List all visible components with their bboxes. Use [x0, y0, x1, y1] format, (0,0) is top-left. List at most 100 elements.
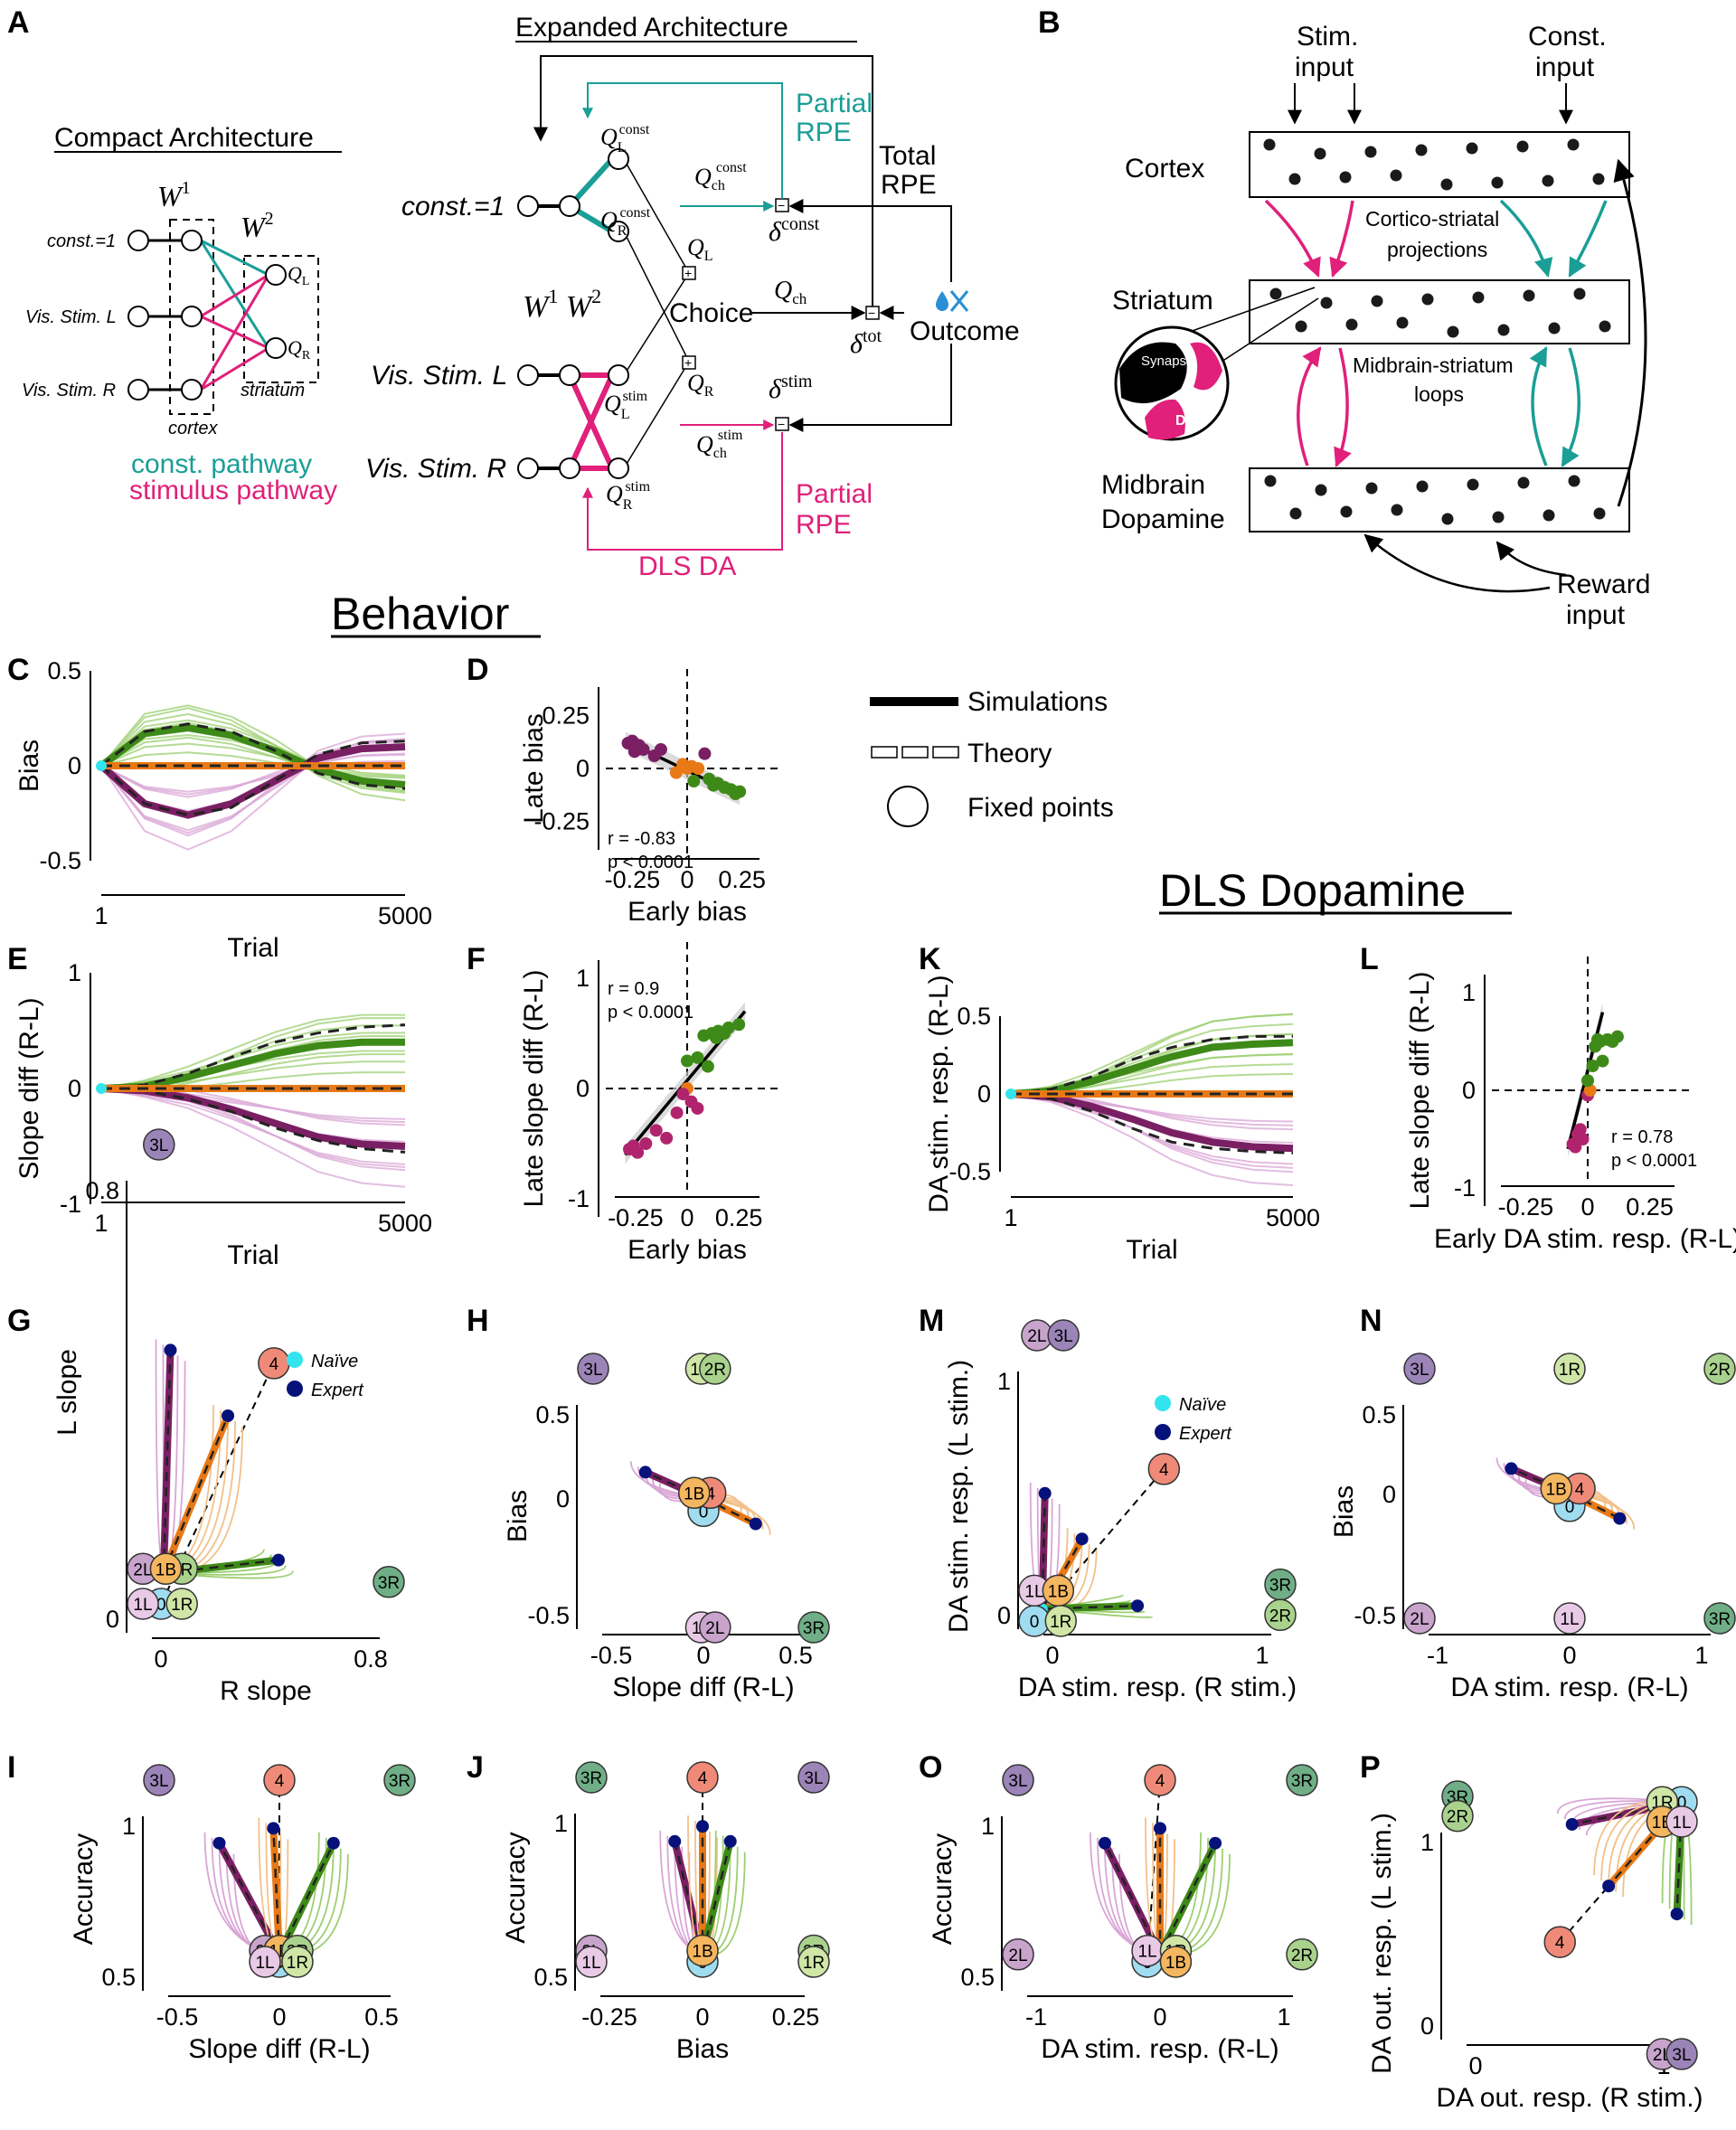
neuron-dot	[1391, 504, 1403, 516]
naive-point	[96, 1083, 107, 1094]
fixed-point-3l	[1403, 1352, 1436, 1385]
theory-line-green	[100, 722, 406, 790]
fixed-point-label: 3L	[1410, 1361, 1429, 1380]
neuron-dot	[1592, 173, 1605, 185]
fixed-point-3l	[577, 1352, 609, 1385]
fixed-point-3r	[1703, 1602, 1736, 1635]
corticostriatal-1: Cortico-striatal	[1365, 207, 1499, 231]
panel-c-chart: 0.5 0 -0.5 1 5000 Trial Bias	[14, 657, 432, 963]
fixed-point-3l	[1665, 2038, 1698, 2070]
y-tick-label: -1	[568, 1185, 590, 1212]
svg-text:H: H	[467, 1304, 489, 1338]
theory-trajectory	[1041, 1538, 1083, 1610]
data-point	[631, 1145, 645, 1159]
fixed-point-label: 2R	[1447, 1808, 1468, 1827]
delta-tot: δtot	[850, 326, 882, 359]
y-tick-label: 1	[1462, 979, 1476, 1006]
individual-line	[1010, 1093, 1294, 1186]
fixed-point-label: 1B	[1165, 1954, 1186, 1973]
fixed-point-label: 3L	[1008, 1772, 1027, 1791]
y-tick-label: 0	[556, 1485, 570, 1513]
expert-point	[164, 1343, 177, 1357]
y-tick-label: 0.5	[957, 1003, 991, 1030]
fixed-point-1b	[1159, 1946, 1193, 1978]
expert-point	[1602, 1880, 1616, 1893]
individual-line	[100, 738, 406, 851]
legend-const-pathway: const. pathway	[131, 449, 312, 479]
neuron-dot	[1288, 173, 1301, 185]
fixed-point-2r	[1441, 1799, 1474, 1833]
fixed-point-3l	[143, 1764, 175, 1796]
expert-point	[1154, 1822, 1166, 1835]
striatum-layer	[1249, 279, 1630, 344]
y-axis-label: Slope diff (R-L)	[14, 997, 44, 1179]
x-axis-label: DA out. resp. (R stim.)	[1436, 2083, 1703, 2113]
fixed-point-label: 1L	[1672, 1814, 1691, 1833]
data-point	[1573, 1123, 1587, 1136]
theory-trajectory	[272, 1828, 281, 1955]
x-tick-label: 0	[695, 2003, 709, 2031]
neuron-dot	[1415, 144, 1428, 156]
theory-line-green	[1010, 1034, 1293, 1096]
correlation-p: p < 0.0001	[608, 1003, 693, 1023]
y-tick-label: -0.5	[948, 1158, 991, 1185]
dls-da-label: DLS DA	[638, 551, 736, 581]
fixed-point-1l	[127, 1588, 159, 1620]
legend-naive-label: Naïve	[1179, 1395, 1226, 1415]
legend-expert-dot	[1155, 1424, 1171, 1440]
fixed-point-3r	[575, 1761, 608, 1794]
panel-d-chart: 0.25 0 -0.25 -0.25 0 0.25 Early bias Late bias r…	[519, 669, 778, 927]
compact-ql: QL	[288, 262, 309, 288]
x-tick-label: 0	[680, 1204, 693, 1231]
fixed-point-label: 3L	[149, 1136, 168, 1155]
midbrain-label-2: Dopamine	[1101, 504, 1225, 534]
fixed-point-label: 3R	[1709, 1610, 1731, 1629]
neuron-dot	[1289, 507, 1302, 520]
neuron-dot	[1371, 295, 1383, 307]
expert-point	[1505, 1462, 1518, 1475]
svg-text:O: O	[919, 1750, 942, 1785]
theory-trajectory	[703, 1496, 757, 1525]
neuron-dot	[1264, 475, 1277, 487]
svg-text:J: J	[467, 1750, 484, 1785]
simulation-line-purple	[99, 743, 406, 819]
data-point	[1581, 1074, 1594, 1088]
x-tick-label: -1	[1427, 1642, 1448, 1669]
cortex-region-label: Cortex	[1125, 154, 1204, 184]
x-tick-label: -0.25	[608, 1204, 664, 1231]
expert-point	[1670, 1908, 1684, 1921]
theory-trajectory	[1510, 1467, 1571, 1495]
delta-const: δconst	[769, 214, 820, 247]
theory-trajectory	[162, 1415, 230, 1574]
svg-text:P: P	[1360, 1750, 1381, 1785]
theory-line-purple	[1010, 1092, 1294, 1155]
x-axis-label: Bias	[676, 2034, 729, 2064]
fixed-point-3r	[373, 1566, 405, 1598]
compact-const-input: const.=1	[47, 231, 116, 251]
x-tick-label: 0.25	[1626, 1193, 1674, 1221]
fixed-point-label: 2R	[704, 1361, 726, 1380]
neuron-dot	[1365, 482, 1378, 495]
fixed-point-3l	[1002, 1764, 1034, 1796]
y-tick-label: 0.5	[1362, 1401, 1396, 1428]
reward-input-1: Reward	[1557, 570, 1650, 599]
fixed-point-label: 1L	[581, 1954, 600, 1973]
fixed-point-label: 1R	[1559, 1361, 1580, 1380]
fixed-point-3r	[383, 1764, 416, 1796]
neuron-dot	[1339, 171, 1352, 184]
q-r-stim: QRstim	[606, 479, 651, 513]
individual-line	[100, 1013, 405, 1089]
fixed-point-label: 3R	[580, 1769, 602, 1788]
neuron-dot	[1416, 480, 1429, 493]
fixed-point-label: 4	[1555, 1934, 1565, 1953]
individual-line	[100, 1086, 406, 1172]
fixed-point-label: 4	[1575, 1480, 1585, 1499]
q-ch-const: Qchconst	[694, 160, 747, 193]
theory-line-purple	[100, 1087, 406, 1154]
fixed-point-label: 3R	[1269, 1577, 1291, 1596]
y-tick-label: 0	[1462, 1077, 1476, 1104]
data-point	[649, 1124, 663, 1137]
fixed-point-1b	[677, 1476, 711, 1510]
fixed-point-label: 4	[705, 1484, 715, 1503]
